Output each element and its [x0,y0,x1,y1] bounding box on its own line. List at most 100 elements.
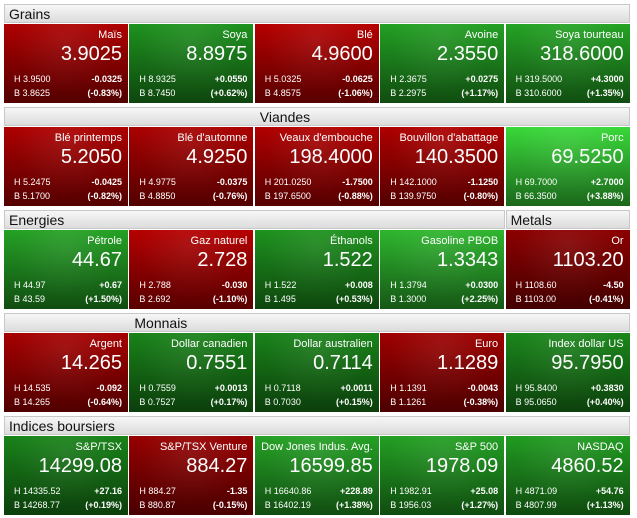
quote-high: H 2.788 [139,280,171,290]
quote-percent: (+1.17%) [461,88,499,98]
quote-change: -0.0625 [342,74,373,84]
quote-low: B 95.0650 [515,397,557,407]
section-title: Monnais [134,315,188,331]
quote-name: S&P/TSX [75,441,122,453]
quote-last: 44.67 [71,249,122,271]
quote-tile: Argent 14.265 H 14.535 -0.092 B 14.265 (-0.64… [4,333,128,412]
quote-change: -4.50 [603,280,624,290]
section-header: Grains [4,4,630,23]
quote-high: H 1108.60 [515,280,557,290]
quote-change: +0.0300 [465,280,499,290]
quote-low: B 1956.03 [390,500,432,510]
quote-percent: (-0.88%) [338,191,373,201]
quote-name: Blé printemps [54,132,122,144]
quote-tile: Gasoline PBOB 1.3343 H 1.3794 +0.0300 B 1.30… [380,230,505,309]
quote-last: 2.3550 [437,43,499,65]
quote-change: +4.3000 [590,74,624,84]
quote-change: +0.3830 [590,383,624,393]
quote-tile: Éthanols 1.522 H 1.522 +0.008 B 1.495 (+0.53%… [254,230,379,309]
quote-name: Bouvillon d'abattage [399,132,499,144]
quote-tile: Index dollar US 95.7950 H 95.8400 +0.3830 B … [505,333,630,412]
section-title: Energies [9,212,65,228]
quote-high: H 1982.91 [390,486,432,496]
quote-tile: Pétrole 44.67 H 44.97 +0.67 B 43.59 (+1.50%) [4,230,128,309]
quote-name: Avoine [464,29,499,41]
quote-name: Blé d'automne [177,132,248,144]
quote-change: -0.092 [96,383,122,393]
quote-change: -0.0375 [216,177,248,187]
quote-last: 5.2050 [60,146,122,168]
quote-change: +0.008 [345,280,373,290]
quote-tile: Or 1103.20 H 1108.60 -4.50 B 1103.00 (-0.41%) [505,230,630,309]
quote-name: Argent [89,338,122,350]
quote-last: 3.9025 [60,43,122,65]
quote-tile: Maïs 3.9025 H 3.9500 -0.0325 B 3.8625 (-0.83%… [4,24,128,103]
quote-name: NASDAQ [577,441,624,453]
quote-low: B 197.6500 [264,191,311,201]
quote-low: B 3.8625 [14,88,51,98]
section-header: Viandes [4,107,630,126]
quote-tile: Soya tourteau 318.6000 H 319.5000 +4.3000 B … [505,24,630,103]
quote-percent: (+1.27%) [461,500,499,510]
quote-percent: (+0.62%) [210,88,248,98]
quote-change: +25.08 [470,486,499,496]
section-header: Monnais [4,313,630,332]
quote-percent: (-1.06%) [338,88,373,98]
section-title: Grains [9,6,51,22]
quote-low: B 310.6000 [515,88,562,98]
quote-last: 16599.85 [289,455,373,477]
quote-last: 1.3343 [437,249,499,271]
quote-low: B 8.7450 [139,88,176,98]
quote-name: Éthanols [329,235,373,247]
section-title: Metals [510,212,552,228]
quote-last: 318.6000 [540,43,624,65]
quote-change: +0.67 [99,280,122,290]
quote-low: B 1.1261 [390,397,427,407]
quote-change: +0.0011 [340,383,373,393]
quote-high: H 16640.86 [264,486,312,496]
quote-high: H 5.2475 [14,177,51,187]
quote-low: B 16402.19 [264,500,311,510]
quote-tile: S&P 500 1978.09 H 1982.91 +25.08 B 1956.03 (+… [380,436,505,515]
quote-high: H 14.535 [14,383,51,393]
quote-high: H 4.9775 [139,177,176,187]
quote-name: Dollar canadien [170,338,248,350]
quote-percent: (+0.15%) [336,397,373,407]
quote-percent: (+1.13%) [586,500,624,510]
quote-high: H 884.27 [139,486,176,496]
quote-percent: (+0.19%) [85,500,122,510]
quote-high: H 0.7118 [264,383,301,393]
quote-tile: Blé d'automne 4.9250 H 4.9775 -0.0375 B 4.88… [129,127,254,206]
quote-high: H 1.1391 [390,383,427,393]
quote-change: -0.0325 [91,74,122,84]
quote-name: Gaz naturel [190,235,248,247]
quote-name: S&P/TSX Venture [159,441,248,453]
quote-last: 1978.09 [425,455,499,477]
quote-tile: Blé printemps 5.2050 H 5.2475 -0.0425 B 5.17… [4,127,128,206]
quote-percent: (-0.64%) [87,397,122,407]
quote-low: B 1103.00 [515,294,556,304]
quote-low: B 1.495 [264,294,296,304]
quote-name: Pétrole [87,235,122,247]
quote-tile: NASDAQ 4860.52 H 4871.09 +54.76 B 4807.99 (+1… [505,436,630,515]
quote-last: 198.4000 [289,146,373,168]
quote-percent: (-0.80%) [463,191,499,201]
quote-percent: (-1.10%) [212,294,248,304]
quote-last: 95.7950 [551,352,624,374]
quote-last: 0.7114 [313,352,373,374]
quote-name: Dow Jones Indus. Avg. [261,441,373,453]
quote-low: B 880.87 [139,500,176,510]
quote-percent: (-0.82%) [87,191,122,201]
quote-high: H 69.7000 [515,177,558,187]
quote-percent: (+3.88%) [586,191,624,201]
quote-change: -1.7500 [342,177,373,187]
quote-high: H 8.9325 [139,74,176,84]
quote-name: Porc [600,132,624,144]
section-title: Viandes [259,109,311,125]
quote-low: B 14268.77 [14,500,61,510]
quote-change: +54.76 [595,486,624,496]
quote-high: H 5.0325 [264,74,302,84]
quote-tile: Euro 1.1289 H 1.1391 -0.0043 B 1.1261 (-0.38%… [380,333,505,412]
quote-last: 4860.52 [551,455,624,477]
quote-name: Veaux d'embouche [279,132,373,144]
